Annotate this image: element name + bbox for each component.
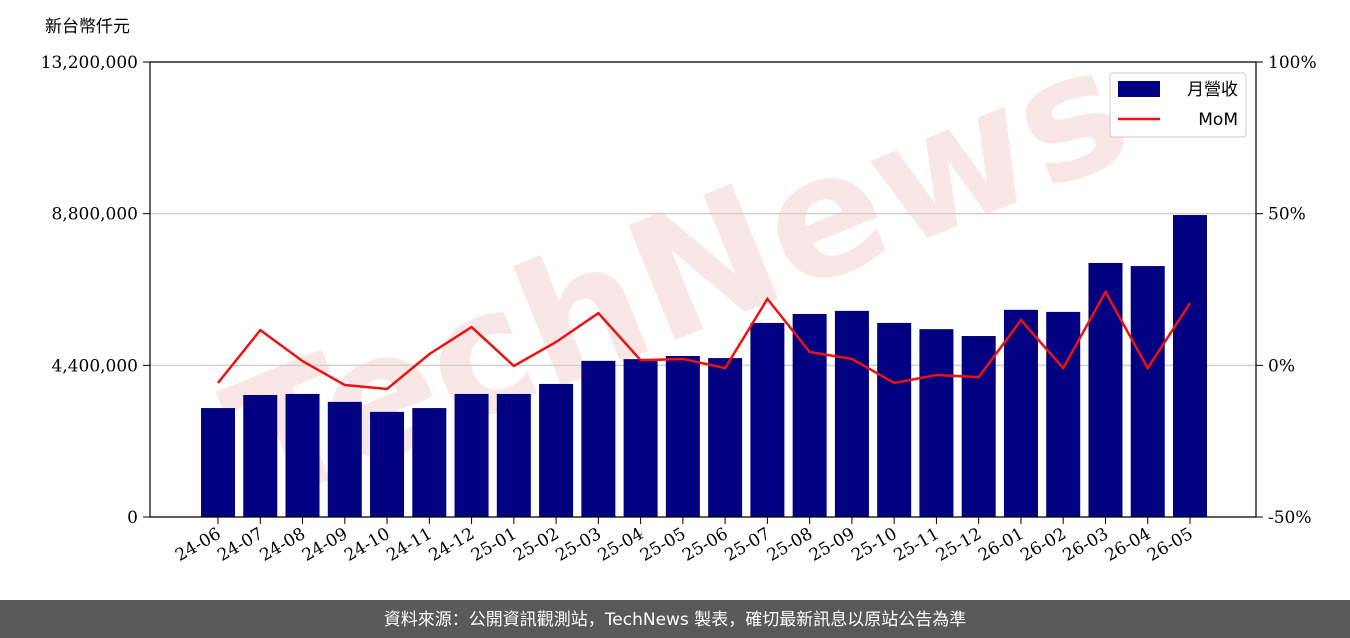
legend-label: MoM [1198,110,1238,130]
bar [1046,311,1081,517]
bar [539,383,574,517]
line [217,289,1192,391]
y-tick-label: 0 [127,508,138,528]
bar [496,393,531,517]
x-tick-label: 26-03 [1060,524,1112,566]
x-tick-label: 25-11 [890,524,942,566]
x-tick-label: 25-09 [806,524,858,566]
x-tick-label: 25-07 [721,524,773,566]
plot-frame [149,61,1257,518]
bar [750,322,785,517]
legend-swatch [1118,81,1160,97]
bar [454,393,489,517]
footer: 資料來源：公開資訊觀測站，TechNews 製表，確切最新訊息以原站公告為準 [384,610,966,630]
x-tick-label: 26-01 [975,524,1027,566]
x-tick-label: 26-05 [1144,524,1196,566]
bar [961,336,996,517]
bar [877,322,912,517]
bar [581,360,616,517]
x-tick-label: 25-08 [764,524,816,566]
bar [412,408,447,517]
bar [834,310,869,517]
x-tick-label: 25-10 [848,524,900,566]
bar [792,313,827,517]
x-tick-label: 25-04 [595,524,647,566]
x-tick-label: 25-06 [679,524,731,566]
bar [1130,266,1165,517]
x-tick-label: 24-10 [341,524,393,566]
bar [243,394,278,517]
bar [370,411,405,517]
footer-bar [0,600,1350,638]
y2-tick-label: 100% [1268,53,1317,73]
y-tick-label: 13,200,000 [41,53,138,73]
legend-label: 月營收 [1187,80,1238,100]
x-tick-label: 25-03 [552,524,604,566]
bar [623,359,658,517]
bar [919,329,954,517]
x-tick-label: 25-05 [637,524,689,566]
bar [1173,215,1207,517]
x-tick-label: 24-12 [426,524,478,566]
x-tick-label: 24-11 [383,524,435,566]
bar [708,358,743,517]
bar [285,393,320,517]
x-tick-label: 26-04 [1102,524,1154,566]
x-tick-label: 25-02 [510,524,562,566]
y2-tick-label: -50% [1268,508,1312,528]
y-tick-label: 8,800,000 [51,205,138,225]
x-tick-label: 25-01 [468,524,520,566]
bar [327,401,362,517]
bar [1088,262,1123,517]
y-tick-label: 4,400,000 [51,356,138,376]
y2-tick-label: 0% [1268,356,1295,376]
x-tick-label: 26-02 [1017,524,1069,566]
bar [1003,309,1038,517]
bar [665,356,700,517]
x-tick-label: 25-12 [933,524,985,566]
x-tick-label: 24-06 [172,524,224,566]
y-unit-label: 新台幣仟元 [45,17,130,37]
y2-tick-label: 50% [1268,205,1306,225]
x-tick-label: 24-07 [214,524,266,566]
bar [201,408,235,517]
